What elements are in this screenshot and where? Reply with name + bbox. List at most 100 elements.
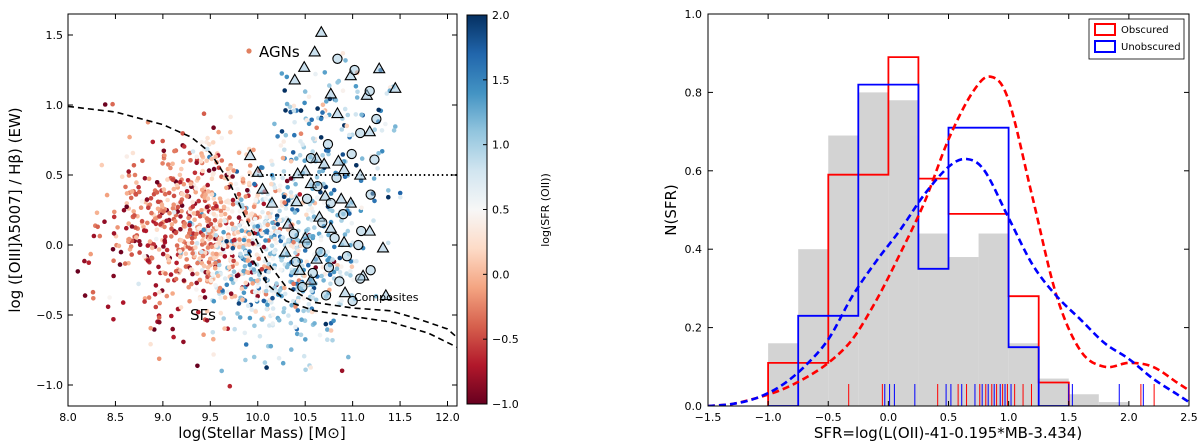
histogram-x-tick-label: 1.5 (1060, 411, 1078, 424)
scatter-point (342, 232, 348, 237)
scatter-point (251, 147, 256, 153)
scatter-point (171, 202, 176, 207)
scatter-point (301, 308, 306, 314)
scatter-point (88, 251, 93, 257)
scatter-point (204, 204, 210, 210)
scatter-point (185, 234, 190, 239)
scatter-point (234, 273, 240, 279)
scatter-point (348, 273, 353, 278)
scatter-point (314, 175, 320, 180)
histogram-y-tick-label: 0.0 (685, 400, 703, 413)
scatter-point (284, 178, 290, 184)
scatter-point (207, 256, 213, 262)
scatter-point (180, 159, 186, 164)
scatter-point (145, 258, 151, 263)
scatter-point (178, 200, 183, 205)
scatter-point (282, 285, 287, 291)
scatter-point (296, 248, 301, 254)
scatter-point (172, 148, 177, 154)
scatter-point (228, 114, 233, 120)
legend-swatch-unobscured (1094, 40, 1116, 53)
scatter-point (158, 222, 163, 227)
scatter-point (205, 265, 211, 270)
scatter-point (212, 265, 218, 271)
colorbar-tick-label: 0.0 (492, 268, 510, 281)
total-hist-bar (828, 135, 859, 406)
scatter-point (245, 188, 250, 193)
scatter-point (345, 228, 351, 234)
scatter-point (276, 355, 282, 361)
scatter-point (247, 231, 252, 237)
obscured-kde-curve (708, 75, 1189, 406)
scatter-point (359, 112, 364, 118)
scatter-point (230, 202, 236, 207)
scatter-point (320, 110, 325, 115)
scatter-point (283, 206, 289, 211)
scatter-point (239, 197, 244, 203)
scatter-point (163, 234, 168, 239)
scatter-point (247, 315, 253, 321)
scatter-point (201, 213, 207, 218)
scatter-point (181, 144, 187, 149)
scatter-point (165, 197, 170, 203)
scatter-point (157, 319, 162, 325)
scatter-point (166, 162, 171, 167)
scatter-point (268, 343, 274, 349)
scatter-point (276, 229, 282, 235)
scatter-point (192, 170, 198, 176)
scatter-point (211, 298, 217, 304)
total-hist-bar (1098, 402, 1129, 406)
scatter-point (124, 191, 130, 196)
scatter-point (339, 298, 344, 303)
scatter-point (146, 176, 152, 182)
scatter-point (243, 249, 248, 255)
scatter-point (221, 229, 226, 235)
histogram-y-label: N(SFR) (662, 184, 680, 236)
scatter-point (111, 231, 117, 236)
scatter-point (202, 295, 208, 300)
scatter-point (188, 181, 194, 187)
scatter-point (246, 238, 251, 244)
scatter-point (250, 281, 255, 286)
circle-marker (325, 197, 336, 209)
histogram-y-tick-label: 0.6 (685, 165, 703, 178)
scatter-point (221, 243, 227, 249)
scatter-point (201, 288, 206, 294)
scatter-point (204, 158, 209, 164)
scatter-point (233, 181, 239, 187)
scatter-point (279, 71, 285, 76)
scatter-point (184, 257, 189, 262)
scatter-point (194, 231, 199, 237)
scatter-point (205, 196, 211, 201)
scatter-point (327, 83, 332, 88)
scatter-point (173, 219, 178, 224)
scatter-point (179, 191, 185, 197)
scatter-point (337, 255, 343, 261)
triangle-marker (297, 60, 311, 72)
scatter-point (267, 323, 272, 328)
scatter-point (371, 176, 377, 181)
scatter-point (237, 223, 242, 228)
scatter-point (205, 189, 211, 194)
triangle-marker (363, 124, 377, 137)
scatter-point (243, 357, 248, 363)
scatter-point (269, 207, 274, 213)
scatter-point (178, 227, 183, 232)
colorbar-tick-label: −0.5 (492, 333, 519, 346)
scatter-point (324, 99, 329, 104)
scatter-point (289, 347, 294, 352)
scatter-point (161, 209, 166, 214)
scatter-point (196, 226, 202, 231)
histogram-y-tick-label: 0.4 (685, 243, 703, 256)
scatter-point (197, 256, 203, 261)
triangle-marker (317, 157, 331, 169)
scatter-point (169, 234, 174, 239)
scatter-point (164, 218, 169, 224)
scatter-point (194, 240, 200, 246)
scatter-point (296, 220, 301, 225)
scatter-point (75, 269, 81, 274)
scatter-point (194, 160, 199, 166)
scatter-point (347, 132, 352, 138)
scatter-point (193, 189, 198, 195)
scatter-point (355, 89, 360, 95)
